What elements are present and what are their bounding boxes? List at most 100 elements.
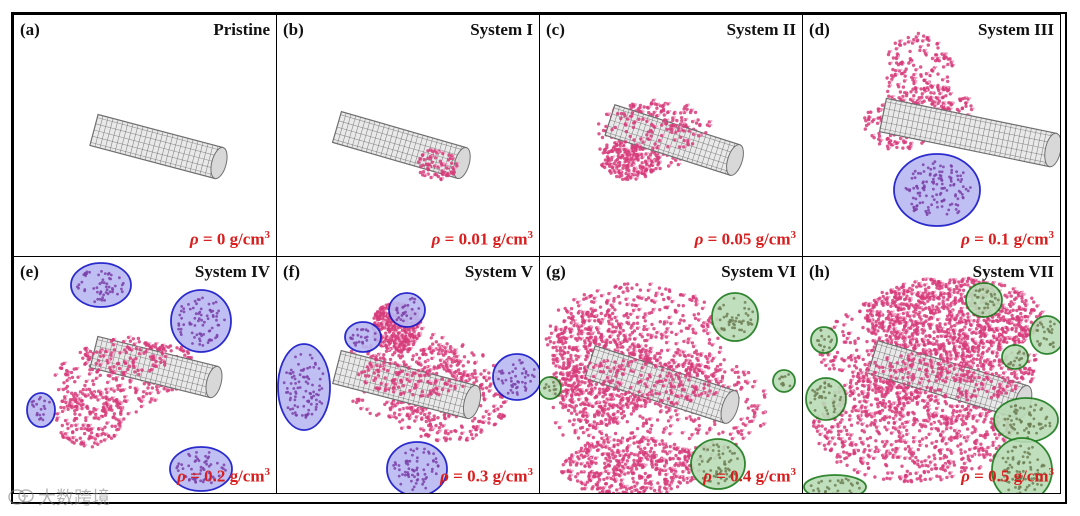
unit-exponent: 3 bbox=[790, 466, 797, 479]
chat-bubble-icon bbox=[8, 489, 34, 505]
blue-cluster bbox=[277, 343, 331, 431]
panel-label: (f) bbox=[283, 262, 300, 281]
density-unit: g/cm bbox=[755, 230, 791, 249]
green-cluster bbox=[772, 369, 796, 393]
md-snapshot bbox=[597, 98, 744, 182]
panel-label: (h) bbox=[809, 262, 830, 281]
density-value: 0.4 bbox=[730, 467, 752, 486]
unit-exponent: 3 bbox=[527, 466, 534, 479]
density-label: ρ = 0.1 g/cm3 bbox=[961, 229, 1054, 250]
system-name: System III bbox=[977, 20, 1054, 39]
water-molecules bbox=[812, 276, 1046, 484]
system-name: System VI bbox=[721, 262, 796, 281]
water-molecules bbox=[357, 346, 477, 398]
blue-cluster bbox=[386, 441, 448, 493]
equals-sign: = bbox=[440, 230, 459, 249]
green-cluster bbox=[965, 282, 1003, 318]
blue-cluster bbox=[170, 289, 232, 353]
equals-sign: = bbox=[198, 230, 217, 249]
blue-cluster bbox=[169, 446, 233, 492]
equals-sign: = bbox=[969, 467, 989, 486]
green-cluster bbox=[805, 377, 847, 421]
green-cluster bbox=[1029, 315, 1060, 355]
green-cluster bbox=[993, 397, 1059, 443]
system-name: System VII bbox=[972, 262, 1054, 281]
water-molecules bbox=[416, 147, 460, 182]
blue-cluster bbox=[26, 392, 56, 428]
nanotube bbox=[878, 97, 1060, 168]
water-molecules bbox=[554, 355, 727, 408]
md-snapshot bbox=[26, 262, 233, 492]
md-snapshot bbox=[803, 276, 1060, 493]
density-unit: g/cm bbox=[492, 467, 528, 486]
panel-e: (e) System IV ρ = 0.2 g/cm3 bbox=[13, 256, 277, 494]
density-value: 0 bbox=[216, 230, 226, 249]
watermark: 大数跨境 bbox=[8, 484, 110, 510]
water-molecules bbox=[610, 98, 713, 150]
panel-h: (h) System VII ρ = 0.5 g/cm3 bbox=[802, 256, 1061, 494]
density-value: 0.2 bbox=[204, 467, 226, 486]
equals-sign: = bbox=[448, 467, 468, 486]
density-value: 0.5 bbox=[988, 467, 1010, 486]
rho-symbol: ρ bbox=[440, 467, 449, 486]
unit-exponent: 3 bbox=[264, 466, 271, 479]
panel-label: (a) bbox=[20, 20, 40, 39]
md-snapshot bbox=[89, 113, 228, 180]
rho-symbol: ρ bbox=[703, 467, 712, 486]
system-name: System II bbox=[726, 20, 796, 39]
panel-a: (a) Pristine ρ = 0 g/cm3 bbox=[13, 14, 277, 257]
green-cluster bbox=[810, 326, 838, 354]
density-label: ρ = 0.3 g/cm3 bbox=[440, 466, 533, 487]
density-unit: g/cm bbox=[229, 467, 265, 486]
panel-label: (c) bbox=[546, 20, 565, 39]
unit-exponent: 3 bbox=[1048, 466, 1055, 479]
rho-symbol: ρ bbox=[694, 230, 704, 249]
density-value: 0.01 bbox=[458, 230, 489, 249]
md-snapshot bbox=[331, 110, 471, 182]
density-unit: g/cm bbox=[492, 230, 528, 249]
green-cluster bbox=[690, 438, 746, 490]
water-molecules bbox=[78, 335, 169, 378]
equals-sign: = bbox=[969, 230, 989, 249]
rho-symbol: ρ bbox=[189, 230, 199, 249]
unit-exponent: 3 bbox=[1048, 229, 1055, 242]
nanotube bbox=[331, 110, 471, 180]
unit-exponent: 3 bbox=[264, 229, 271, 242]
equals-sign: = bbox=[185, 467, 205, 486]
rho-symbol: ρ bbox=[177, 467, 186, 486]
system-name: Pristine bbox=[213, 20, 270, 39]
density-value: 0.3 bbox=[467, 467, 489, 486]
equals-sign: = bbox=[703, 230, 722, 249]
md-snapshot bbox=[540, 282, 796, 493]
system-name: System V bbox=[464, 262, 533, 281]
blue-cluster bbox=[388, 292, 426, 328]
unit-exponent: 3 bbox=[527, 229, 534, 242]
density-unit: g/cm bbox=[1013, 467, 1049, 486]
green-cluster bbox=[540, 376, 562, 400]
density-unit: g/cm bbox=[755, 467, 791, 486]
density-label: ρ = 0 g/cm3 bbox=[190, 229, 270, 250]
panel-f: (f) System V ρ = 0.3 g/cm3 bbox=[276, 256, 540, 494]
panel-c: (c) System II ρ = 0.05 g/cm3 bbox=[539, 14, 803, 257]
green-cluster bbox=[803, 474, 867, 493]
equals-sign: = bbox=[711, 467, 731, 486]
unit-exponent: 3 bbox=[790, 229, 797, 242]
density-value: 0.05 bbox=[721, 230, 752, 249]
blue-cluster bbox=[893, 153, 981, 227]
density-label: ρ = 0.05 g/cm3 bbox=[695, 229, 796, 250]
system-name: System IV bbox=[194, 262, 270, 281]
density-unit: g/cm bbox=[1013, 230, 1049, 249]
panel-label: (g) bbox=[546, 262, 566, 281]
density-label: ρ = 0.5 g/cm3 bbox=[961, 466, 1054, 487]
blue-cluster bbox=[492, 353, 539, 401]
panel-g: (g) System VI ρ = 0.4 g/cm3 bbox=[539, 256, 803, 494]
density-value: 0.1 bbox=[988, 230, 1010, 249]
system-name: System I bbox=[470, 20, 533, 39]
density-label: ρ = 0.01 g/cm3 bbox=[432, 229, 533, 250]
nanotube bbox=[89, 113, 228, 180]
panel-d: (d) System III ρ = 0.1 g/cm3 bbox=[802, 14, 1061, 257]
blue-cluster bbox=[70, 262, 132, 308]
blue-cluster bbox=[344, 321, 382, 353]
density-label: ρ = 0.2 g/cm3 bbox=[177, 466, 270, 487]
